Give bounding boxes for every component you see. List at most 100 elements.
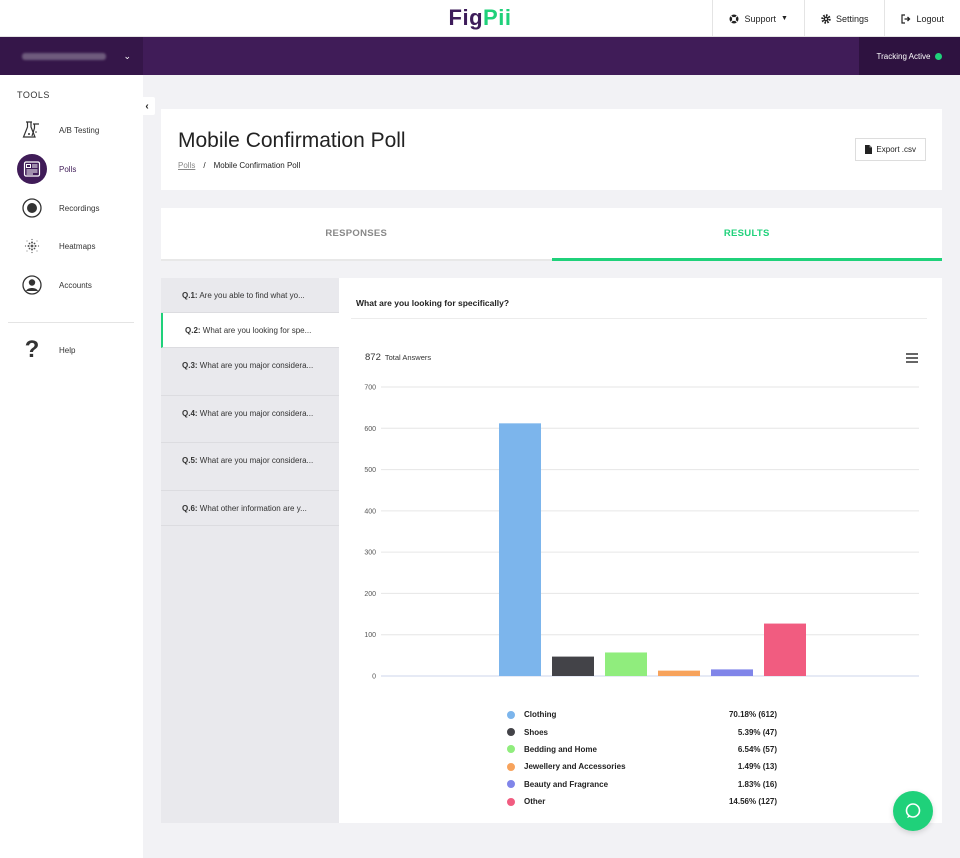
bar-clothing[interactable] [499, 423, 541, 676]
gear-icon [821, 13, 831, 24]
support-label: Support [744, 13, 776, 24]
bar-shoes[interactable] [552, 656, 594, 676]
y-tick-label: 300 [364, 550, 376, 557]
sidebar-item-accounts[interactable]: Accounts [17, 270, 137, 300]
top-header: FigPii Support ▼ Settings Logout [0, 0, 960, 37]
question-item[interactable]: Q.5: What are you major considera... [161, 443, 339, 491]
legend-value: 70.18% (612) [728, 710, 777, 720]
legend-value: 1.49% (13) [737, 762, 777, 772]
tracking-label: Tracking Active [876, 51, 931, 61]
chart-legend: Clothing 70.18% (612) Shoes 5.39% (47) Beddi… [507, 706, 777, 810]
legend-value: 14.56% (127) [728, 797, 777, 807]
legend-dot-icon [507, 745, 515, 754]
sidebar-item-label: Heatmaps [59, 241, 96, 251]
help-icon: ? [24, 336, 40, 363]
flask-icon [17, 115, 47, 145]
account-name-blurred [22, 52, 106, 60]
legend-label: Other [524, 797, 546, 807]
account-bar: ⌄ Tracking Active [0, 37, 960, 75]
total-label: Total Answers [384, 353, 432, 362]
y-tick-label: 400 [364, 508, 376, 515]
chat-bubble-icon [905, 803, 921, 818]
question-item[interactable]: Q.4: What are you major considera... [161, 396, 339, 443]
breadcrumb-separator: / [203, 161, 206, 170]
sidebar-item-label: Accounts [59, 280, 92, 290]
legend-item[interactable]: Jewellery and Accessories 1.49% (13) [507, 758, 777, 775]
figpii-logo[interactable]: FigPii [448, 5, 512, 30]
logout-label: Logout [916, 13, 944, 24]
bar-other[interactable] [764, 623, 806, 676]
sidebar: TOOLS ‹ A/B Testing Polls Recordings Hea… [0, 75, 155, 858]
legend-item[interactable]: Clothing 70.18% (612) [507, 706, 777, 723]
breadcrumb: Polls / Mobile Confirmation Poll [178, 161, 300, 170]
account-selector[interactable]: ⌄ [0, 37, 143, 75]
logout-link[interactable]: Logout [884, 0, 960, 37]
sidebar-item-heatmaps[interactable]: Heatmaps [17, 231, 137, 261]
settings-link[interactable]: Settings [803, 0, 885, 37]
sidebar-item-polls[interactable]: Polls [17, 154, 137, 184]
y-tick-label: 700 [364, 385, 376, 392]
legend-dot-icon [507, 710, 515, 719]
question-item[interactable]: Q.6: What other information are y... [161, 491, 339, 526]
tracking-status: Tracking Active [859, 37, 960, 75]
legend-dot-icon [507, 780, 515, 789]
chevron-down-icon: ⌄ [123, 50, 131, 61]
legend-item[interactable]: Beauty and Fragrance 1.83% (16) [507, 776, 777, 793]
chat-button[interactable] [893, 791, 933, 831]
legend-value: 1.83% (16) [737, 779, 777, 789]
legend-dot-icon [507, 797, 515, 806]
export-csv-button[interactable]: Export .csv [855, 138, 926, 161]
legend-item[interactable]: Other 14.56% (127) [507, 793, 777, 810]
sidebar-item-label: Recordings [59, 203, 100, 213]
legend-item[interactable]: Bedding and Home 6.54% (57) [507, 741, 777, 758]
lifebuoy-icon [729, 14, 739, 23]
y-tick-label: 600 [364, 426, 376, 433]
collapse-sidebar-button[interactable]: ‹ [139, 97, 155, 115]
legend-label: Jewellery and Accessories [524, 762, 626, 772]
page-title: Mobile Confirmation Poll [178, 129, 406, 152]
sidebar-item-help[interactable]: ? Help [17, 335, 137, 365]
poll-title-card: Mobile Confirmation Poll Polls / Mobile … [161, 109, 942, 190]
tab-responses[interactable]: RESPONSES [161, 208, 552, 261]
settings-label: Settings [835, 13, 869, 24]
sidebar-divider [8, 322, 134, 323]
status-dot-icon [935, 52, 943, 60]
question-item[interactable]: Q.2: What are you looking for spe... [161, 313, 339, 348]
logout-icon [901, 13, 911, 24]
sidebar-item-recordings[interactable]: Recordings [17, 193, 137, 223]
results-tabs: RESPONSES RESULTS [161, 208, 942, 261]
y-tick-label: 200 [364, 591, 376, 598]
legend-label: Beauty and Fragrance [524, 779, 609, 789]
question-item[interactable]: Q.3: What are you major considera... [161, 348, 339, 396]
legend-item[interactable]: Shoes 5.39% (47) [507, 723, 777, 740]
tab-results[interactable]: RESULTS [551, 208, 942, 261]
divider [351, 318, 927, 319]
breadcrumb-polls-link[interactable]: Polls [178, 161, 196, 170]
question-list: Q.1: Are you able to find what yo... Q.2… [161, 278, 339, 823]
bar-bedding-and-home[interactable] [605, 652, 647, 676]
question-item[interactable]: Q.1: Are you able to find what yo... [161, 278, 339, 313]
sidebar-item-label: Help [59, 345, 76, 355]
bar-jewellery-and-accessories[interactable] [658, 670, 700, 676]
poll-icon [17, 154, 47, 184]
export-label: Export .csv [876, 145, 916, 154]
legend-label: Clothing [524, 710, 557, 720]
bar-chart: 0 100 200 300 400 500 600 700 [364, 385, 919, 681]
results-panel: What are you looking for specifically? 8… [339, 278, 942, 823]
record-icon [17, 193, 47, 223]
y-tick-label: 500 [364, 467, 376, 474]
y-tick-label: 100 [364, 632, 376, 639]
legend-label: Bedding and Home [524, 744, 597, 754]
tools-title: TOOLS [17, 90, 50, 100]
support-menu[interactable]: Support ▼ [712, 0, 803, 37]
sidebar-item-ab-testing[interactable]: A/B Testing [17, 115, 137, 145]
bar-beauty-and-fragrance[interactable] [711, 669, 753, 676]
total-number: 872 [365, 352, 381, 363]
chart-menu-icon[interactable] [906, 353, 918, 363]
sidebar-item-label: A/B Testing [59, 125, 100, 135]
caret-down-icon: ▼ [781, 15, 788, 22]
legend-value: 5.39% (47) [737, 727, 777, 737]
legend-dot-icon [507, 728, 515, 737]
file-icon [865, 145, 873, 154]
chevron-left-icon: ‹ [145, 100, 149, 112]
